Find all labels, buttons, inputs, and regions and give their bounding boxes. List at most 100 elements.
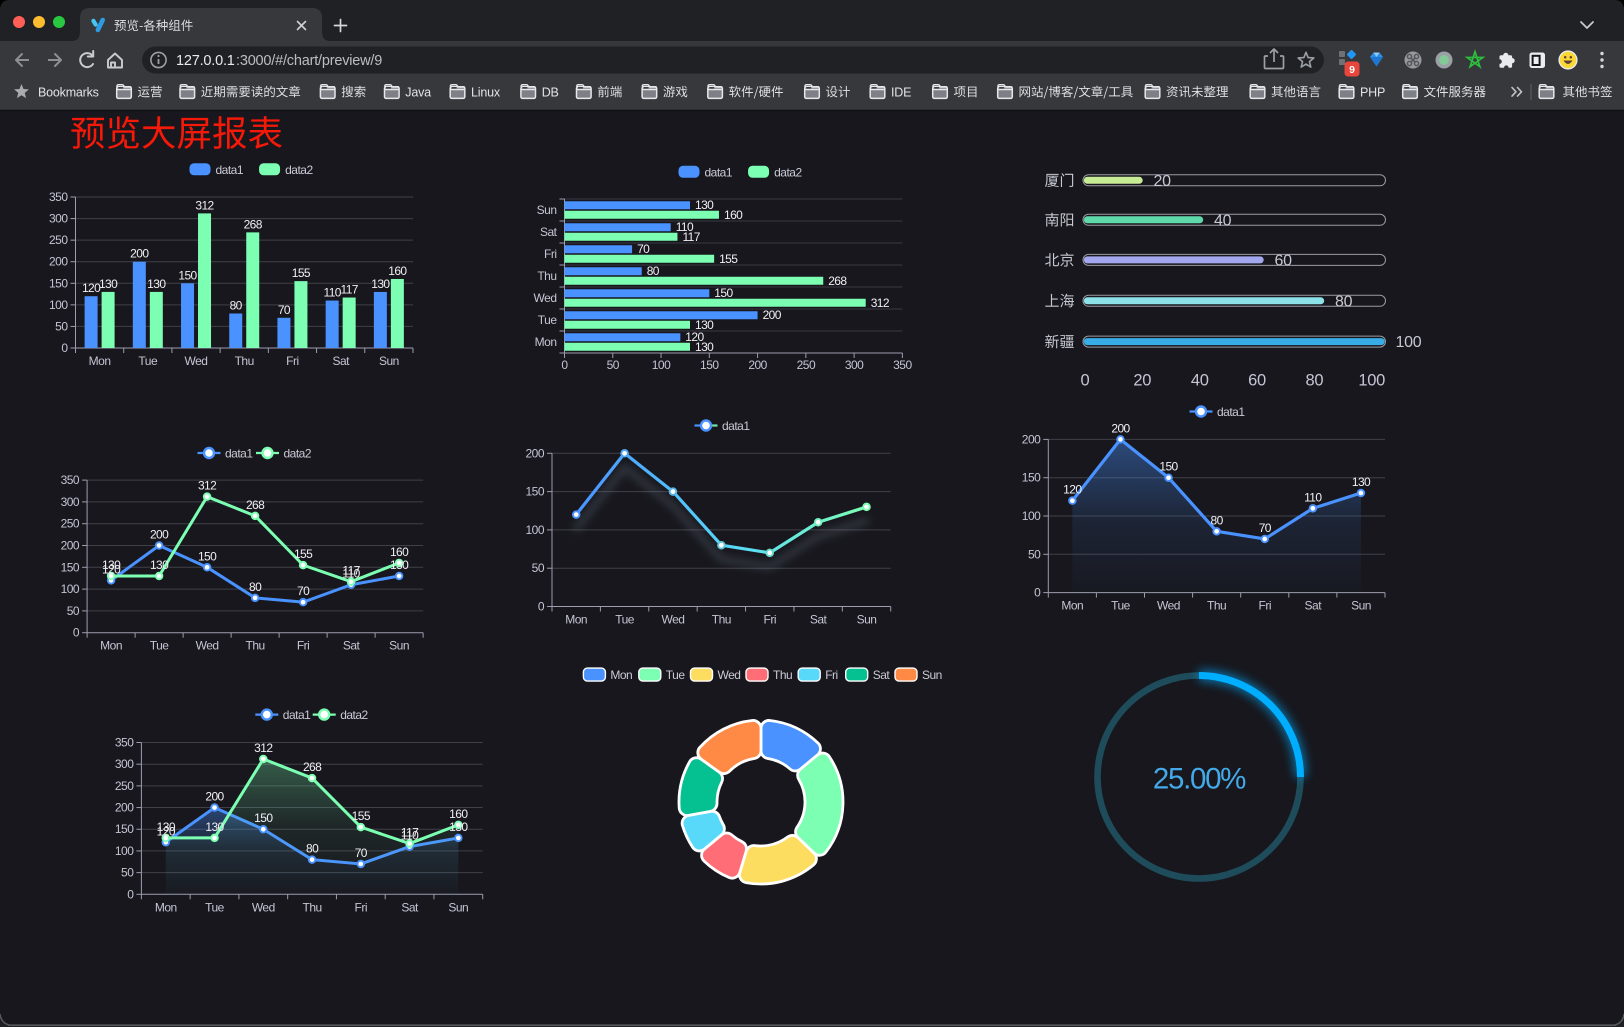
svg-text:150: 150 [714,286,733,300]
svg-text:100: 100 [652,358,671,372]
svg-text:Linux: Linux [471,85,501,99]
svg-text:100: 100 [49,298,68,312]
svg-text:70: 70 [297,584,310,598]
svg-text:Fri: Fri [355,900,368,914]
svg-text:150: 150 [61,560,80,574]
svg-text:130: 130 [157,820,176,834]
svg-text:data1: data1 [216,163,244,177]
svg-text:80: 80 [1211,513,1224,527]
svg-text:130: 130 [150,558,169,572]
svg-text:120: 120 [685,330,704,344]
svg-text:350: 350 [61,473,80,487]
svg-text:Sun: Sun [537,203,557,217]
svg-text:Sat: Sat [401,900,419,914]
svg-text:Wed: Wed [1157,599,1180,613]
svg-text:130: 130 [390,558,409,572]
svg-text:Thu: Thu [303,900,322,914]
svg-text:Fri: Fri [1259,599,1272,613]
svg-text:Fri: Fri [544,247,557,261]
svg-text:150: 150 [115,822,134,836]
svg-text:160: 160 [724,208,743,222]
svg-text:300: 300 [845,358,864,372]
svg-text:data2: data2 [285,163,313,177]
svg-text:268: 268 [828,274,847,288]
svg-text:Wed: Wed [196,639,219,653]
svg-text:Thu: Thu [712,613,731,627]
svg-text:0: 0 [561,358,568,372]
svg-text:DB: DB [542,85,559,99]
svg-text:70: 70 [355,846,368,860]
svg-text:Sun: Sun [448,900,468,914]
svg-text:250: 250 [797,358,816,372]
svg-text:312: 312 [871,296,890,310]
svg-text:Wed: Wed [534,291,557,305]
svg-text:50: 50 [67,604,80,618]
svg-text:Sun: Sun [922,668,942,682]
svg-text:data1: data1 [283,708,311,722]
svg-text:300: 300 [115,757,134,771]
svg-text:130: 130 [102,558,121,572]
svg-text:Sat: Sat [873,668,891,682]
svg-text:160: 160 [388,264,407,278]
svg-text:data1: data1 [705,165,733,179]
svg-text:200: 200 [205,790,224,804]
svg-text:0: 0 [1081,372,1090,390]
svg-text:Sun: Sun [389,639,409,653]
svg-text:data2: data2 [340,708,368,722]
svg-text:117: 117 [401,826,419,840]
svg-text:70: 70 [1259,521,1272,535]
svg-text:data1: data1 [722,419,750,433]
svg-text:350: 350 [49,190,68,204]
svg-text:Thu: Thu [773,668,792,682]
svg-text:130: 130 [695,340,714,354]
svg-text:0: 0 [73,626,80,640]
svg-text:150: 150 [1159,460,1178,474]
svg-text:80: 80 [647,264,660,278]
svg-text:110: 110 [342,567,360,581]
svg-text:25.00%: 25.00% [1153,763,1246,796]
svg-text:Tue: Tue [205,900,225,914]
svg-text:155: 155 [292,266,311,280]
svg-text:200: 200 [150,528,169,542]
svg-text:200: 200 [115,801,134,815]
svg-text:60: 60 [1275,252,1293,269]
svg-text:Sat: Sat [810,613,828,627]
svg-text:80: 80 [1306,372,1324,390]
svg-text:100: 100 [1022,509,1041,523]
svg-text:117: 117 [342,564,360,578]
svg-text:Sun: Sun [857,613,877,627]
svg-text:Wed: Wed [718,668,741,682]
svg-text:110: 110 [676,220,694,234]
svg-text:150: 150 [1022,471,1041,485]
svg-text:Sat: Sat [1305,599,1323,613]
svg-text:0: 0 [127,887,134,901]
svg-text:160: 160 [449,807,468,821]
svg-text:100: 100 [525,523,544,537]
svg-text:Tue: Tue [538,313,558,327]
svg-text:Mon: Mon [89,354,111,368]
svg-text:250: 250 [49,233,68,247]
svg-text:Fri: Fri [764,613,777,627]
svg-text:Mon: Mon [535,335,557,349]
svg-text:268: 268 [244,217,263,231]
svg-text:150: 150 [198,549,217,563]
svg-text:120: 120 [157,824,176,838]
svg-text:120: 120 [82,281,101,295]
svg-text:155: 155 [352,809,371,823]
svg-text:Wed: Wed [252,900,275,914]
svg-text:Tue: Tue [615,613,635,627]
svg-text:Tue: Tue [138,354,158,368]
svg-text:data2: data2 [284,446,312,460]
svg-text:Thu: Thu [1207,599,1226,613]
svg-text:0: 0 [1034,586,1041,600]
svg-text:150: 150 [49,276,68,290]
svg-text:130: 130 [695,318,714,332]
svg-text:312: 312 [254,741,273,755]
svg-text:268: 268 [303,760,322,774]
svg-text:200: 200 [130,247,149,261]
svg-text:40: 40 [1191,372,1209,390]
svg-text:150: 150 [525,485,544,499]
svg-text:250: 250 [61,517,80,531]
svg-text:130: 130 [99,277,118,291]
svg-text:data1: data1 [1217,405,1245,419]
